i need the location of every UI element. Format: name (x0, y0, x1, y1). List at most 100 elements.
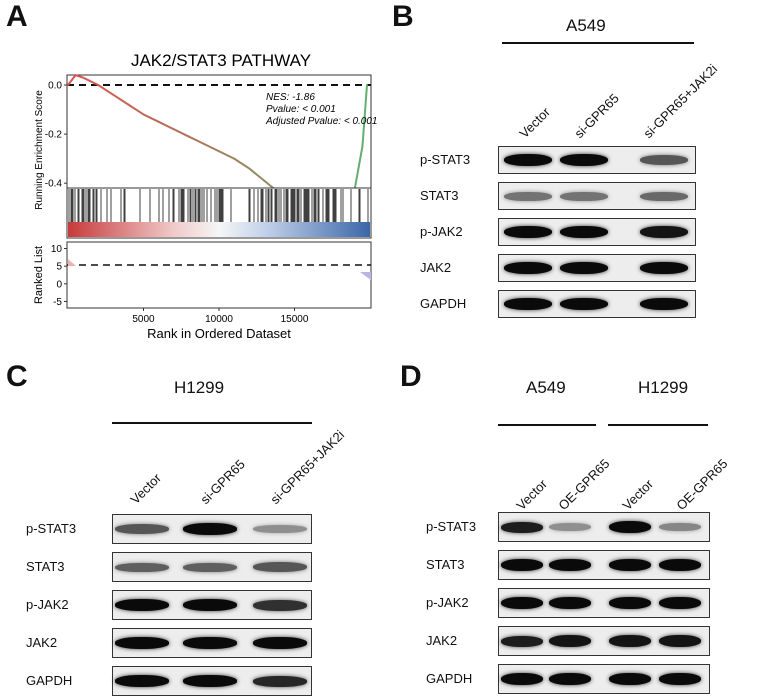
gsea-curve-segment (97, 84, 115, 96)
panel-b-band (640, 191, 688, 201)
panel-b-band (560, 154, 608, 166)
panel-c-band (253, 562, 307, 572)
panel-b-band (504, 226, 552, 238)
panel-b-lane-0: Vector (516, 104, 554, 141)
panel-c-lane-1: si-GPR65 (197, 456, 248, 507)
panel-b-band (640, 226, 688, 238)
panel-c-band (183, 599, 237, 611)
panel-c-band (183, 675, 237, 687)
panel-c-band (253, 525, 307, 533)
gsea-curve-segment (187, 135, 205, 145)
panel-b-band (560, 226, 608, 238)
panel-c-row-label: p-STAT3 (26, 521, 77, 536)
panel-d-band (659, 523, 701, 531)
panel-letter-d: D (400, 360, 422, 393)
panel-b-band (640, 262, 688, 274)
panel-b-cell-line-bar (502, 42, 694, 44)
panel-b-row-label: GAPDH (420, 296, 467, 311)
panel-d-cell-line-bar-1 (608, 424, 708, 426)
panel-c-band (183, 637, 237, 649)
panel-d-cell-line-bar-0 (498, 424, 596, 426)
panel-c-band (253, 599, 307, 611)
gsea-adj-pvalue: Adjusted Pvalue: < 0.001 (265, 116, 377, 127)
panel-d-band (659, 673, 701, 685)
ranked-list-frame (66, 241, 372, 309)
gsea-curve-segment (112, 93, 130, 106)
panel-d-lane-1: OE-GPR65 (555, 455, 613, 513)
gsea-curve-segment (248, 167, 266, 182)
gsea-curve-segment (67, 74, 77, 86)
panel-b-band (504, 191, 552, 201)
panel-letter-c: C (6, 360, 28, 393)
gsea-title: JAK2/STAT3 PATHWAY (131, 51, 311, 70)
panel-c-cell-line: H1299 (174, 378, 225, 397)
panel-letter-b: B (392, 0, 414, 33)
panel-b-row-label: p-STAT3 (420, 152, 471, 167)
panel-d-band (501, 559, 543, 571)
gsea-heatmap (68, 222, 370, 237)
gsea-ytick-label: -0.2 (45, 130, 63, 141)
panel-d-band (659, 597, 701, 609)
gsea-xtick-label: 15000 (281, 314, 309, 325)
panel-d-row-label: p-STAT3 (426, 519, 477, 534)
panel-c-row-label: GAPDH (26, 673, 73, 688)
ranked-list-ticks: 10 5 0 -5 (51, 244, 67, 308)
ranked-list-ylabel: Ranked List (33, 246, 45, 304)
panel-b-lane-2: si-GPR65+JAK2i (640, 61, 721, 141)
gsea-curve-segment (353, 145, 364, 190)
panel-d-band (609, 559, 651, 571)
gsea-ytick-label: -0.4 (45, 179, 63, 190)
gsea-curve-segment (233, 157, 251, 170)
panel-b-cell-line: A549 (566, 16, 606, 35)
panel-b-band (504, 154, 552, 166)
panel-d-band (609, 635, 651, 647)
panel-d-lane-0: Vector (513, 476, 551, 513)
panel-d-band (501, 635, 543, 647)
gsea-xlabel: Rank in Ordered Dataset (147, 326, 291, 341)
gsea-curve-segment (157, 120, 175, 131)
gsea-ylabel: Running Enrichment Score (34, 90, 45, 210)
panel-c-row-label: STAT3 (26, 559, 65, 574)
panel-d-cell-line-0: A549 (526, 378, 566, 397)
panel-b-band (560, 298, 608, 310)
panel-d-band (501, 673, 543, 685)
ranked-list-tick-label: -5 (53, 297, 62, 308)
panel-d-band (501, 597, 543, 609)
gsea-curve-segment (82, 76, 100, 86)
panel-c-band (115, 637, 169, 649)
ranked-list-pos-fill (68, 259, 76, 266)
panel-d-band (609, 521, 651, 533)
panel-c-band (253, 675, 307, 687)
panel-d-band (609, 597, 651, 609)
panel-c-band (183, 523, 237, 535)
panel-b-row-label: p-JAK2 (420, 224, 463, 239)
panel-d-band (501, 521, 543, 533)
panel-c-row-label: p-JAK2 (26, 597, 69, 612)
panel-b-lane-1: si-GPR65 (571, 90, 622, 141)
panel-b-band (504, 262, 552, 274)
panel-c-band (183, 562, 237, 572)
panel-c-row-label: JAK2 (26, 635, 58, 650)
panel-d-band (659, 559, 701, 571)
gsea-curve-segment (361, 84, 368, 148)
ranked-list-neg-fill (360, 272, 371, 280)
panel-b-band (504, 298, 552, 310)
panel-c-band (115, 524, 169, 534)
gsea-pvalue: Pvalue: < 0.001 (266, 104, 336, 115)
panel-d-cell-line-1: H1299 (638, 378, 689, 397)
panel-b-row-label: STAT3 (420, 188, 459, 203)
panel-c-band (253, 637, 307, 649)
panel-d-band (549, 559, 591, 571)
panel-c-band (115, 562, 169, 572)
panel-d-row-label: STAT3 (426, 557, 465, 572)
panel-d-lane-3: OE-GPR65 (673, 455, 731, 513)
gsea-y-ticks: 0.0 -0.2 -0.4 (45, 81, 67, 190)
panel-c-lane-2: si-GPR65+JAK2i (267, 427, 348, 507)
gsea-curve-segment (127, 103, 145, 116)
panel-d-band (549, 673, 591, 685)
panel-c-lane-0: Vector (127, 470, 165, 507)
ranked-list-tick-label: 10 (51, 244, 63, 255)
panel-c-cell-line-bar (112, 422, 312, 424)
panel-b-band (560, 262, 608, 274)
gsea-curve-segment (74, 74, 85, 79)
